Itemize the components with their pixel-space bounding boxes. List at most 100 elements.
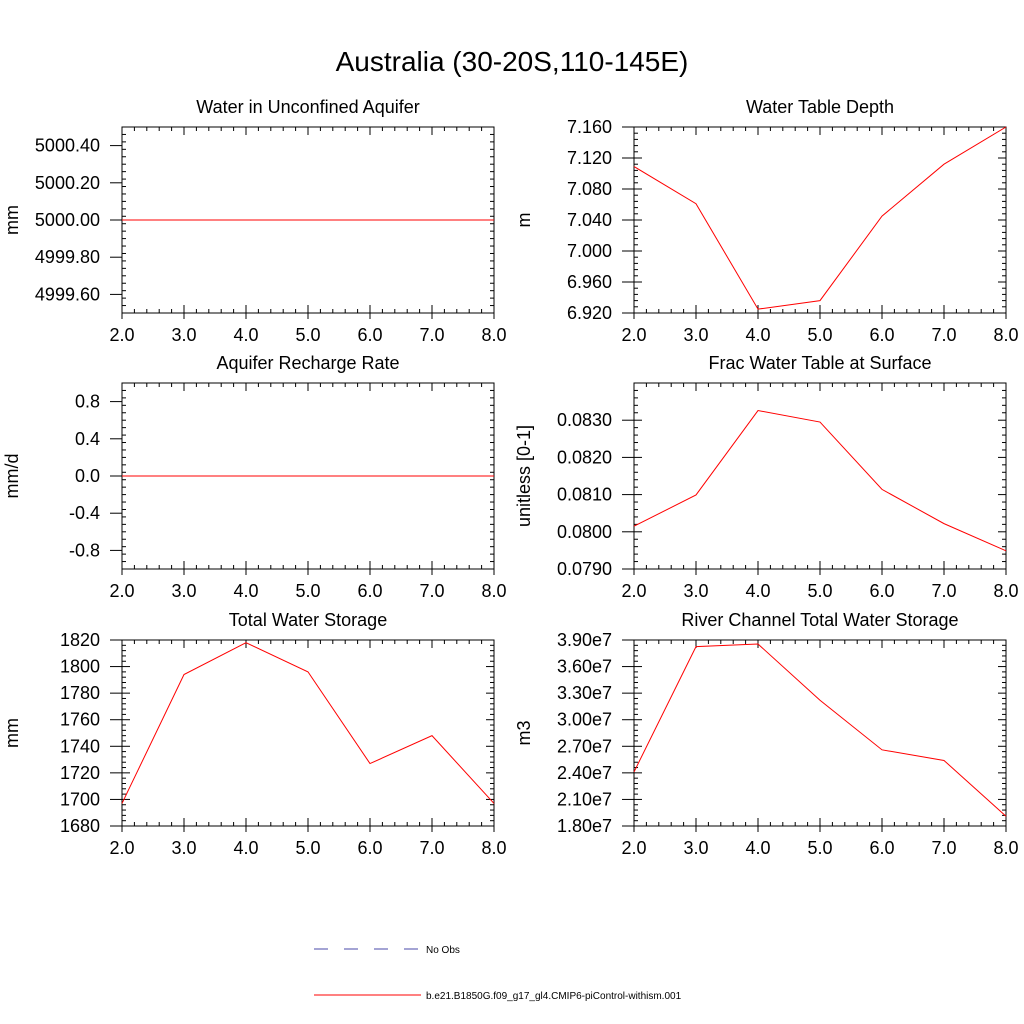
y-tick-label: 1.80e7: [557, 816, 612, 836]
plot-frame: [633, 639, 1007, 827]
y-tick-label: 0.0800: [557, 522, 612, 542]
x-tick-label: 6.0: [869, 838, 894, 858]
y-tick-label: 1820: [60, 630, 100, 650]
x-tick-label: 5.0: [295, 838, 320, 858]
y-tick-label: 4999.80: [35, 247, 100, 267]
x-tick-label: 6.0: [869, 581, 894, 601]
plot-frame: [633, 126, 1007, 314]
y-tick-label: 0.0: [75, 466, 100, 486]
panel-title: Frac Water Table at Surface: [708, 353, 931, 373]
y-tick-label: 7.120: [567, 148, 612, 168]
x-tick-label: 6.0: [357, 581, 382, 601]
x-tick-label: 4.0: [233, 581, 258, 601]
y-tick-label: 1740: [60, 736, 100, 756]
panel-6: River Channel Total Water Storage m3 2.0 3.…: [514, 610, 1019, 858]
panel-4: Frac Water Table at Surface unitless [0-1…: [514, 353, 1019, 601]
y-tick-label: 0.0810: [557, 485, 612, 505]
x-tick-label: 3.0: [171, 325, 196, 345]
x-tick-label: 4.0: [745, 581, 770, 601]
panel-title: River Channel Total Water Storage: [681, 610, 958, 630]
panel-title: Aquifer Recharge Rate: [216, 353, 399, 373]
y-axis-label: unitless [0-1]: [514, 425, 534, 527]
y-tick-label: 5000.20: [35, 173, 100, 193]
x-tick-label: 7.0: [419, 838, 444, 858]
y-tick-label: 3.60e7: [557, 657, 612, 677]
y-tick-label: 3.30e7: [557, 683, 612, 703]
x-tick-label: 8.0: [993, 325, 1018, 345]
x-tick-label: 2.0: [109, 838, 134, 858]
x-tick-label: 7.0: [931, 325, 956, 345]
legend: No Obs b.e21.B1850G.f09_g17_gl4.CMIP6-piC…: [314, 945, 682, 1002]
x-tick-label: 3.0: [683, 581, 708, 601]
x-tick-label: 3.0: [171, 838, 196, 858]
y-tick-label: 2.10e7: [557, 789, 612, 809]
y-tick-label: 5000.00: [35, 210, 100, 230]
x-tick-label: 7.0: [931, 581, 956, 601]
x-tick-label: 7.0: [931, 838, 956, 858]
panel-title: Water in Unconfined Aquifer: [196, 97, 419, 117]
series-line: [633, 643, 1007, 817]
x-tick-label: 2.0: [621, 581, 646, 601]
y-tick-label: -0.4: [69, 503, 100, 523]
x-tick-label: 2.0: [109, 325, 134, 345]
y-tick-label: 7.160: [567, 117, 612, 137]
y-tick-label: -0.8: [69, 540, 100, 560]
y-tick-label: 1720: [60, 763, 100, 783]
x-tick-label: 4.0: [745, 325, 770, 345]
y-tick-label: 4999.60: [35, 284, 100, 304]
panel-3: Aquifer Recharge Rate mm/d 2.0 3.0 4.0 5.0 6.0…: [2, 353, 507, 601]
x-tick-label: 5.0: [807, 581, 832, 601]
x-tick-label: 6.0: [357, 838, 382, 858]
y-tick-label: 1760: [60, 710, 100, 730]
x-tick-label: 2.0: [621, 325, 646, 345]
plot-frame: [121, 639, 495, 827]
y-tick-label: 1680: [60, 816, 100, 836]
figure-title: Australia (30-20S,110-145E): [335, 46, 689, 77]
x-tick-label: 7.0: [419, 325, 444, 345]
series-line: [633, 126, 1007, 310]
x-tick-label: 8.0: [481, 325, 506, 345]
panel-2: Water Table Depth m 2.0 3.0 4.0 5.0 6.0 7.0 8.0 6…: [514, 97, 1019, 345]
y-axis-label: m: [514, 213, 534, 228]
x-tick-label: 4.0: [745, 838, 770, 858]
x-tick-label: 4.0: [233, 838, 258, 858]
y-tick-label: 0.0820: [557, 447, 612, 467]
x-tick-label: 3.0: [171, 581, 196, 601]
y-tick-label: 3.90e7: [557, 630, 612, 650]
y-tick-label: 0.8: [75, 392, 100, 412]
panel-title: Total Water Storage: [229, 610, 387, 630]
y-axis-label: m3: [514, 720, 534, 745]
y-tick-label: 0.0790: [557, 559, 612, 579]
y-tick-label: 1700: [60, 789, 100, 809]
y-axis-label: mm/d: [2, 454, 22, 499]
plot-frame: [633, 382, 1007, 570]
series-line: [121, 642, 495, 804]
y-tick-label: 2.40e7: [557, 763, 612, 783]
y-tick-label: 7.000: [567, 241, 612, 261]
x-tick-label: 6.0: [869, 325, 894, 345]
x-tick-label: 3.0: [683, 838, 708, 858]
x-tick-label: 5.0: [807, 838, 832, 858]
y-tick-label: 1800: [60, 657, 100, 677]
panel-title: Water Table Depth: [746, 97, 894, 117]
y-tick-label: 6.960: [567, 272, 612, 292]
y-tick-label: 0.0830: [557, 410, 612, 430]
panel-5: Total Water Storage mm 2.0 3.0 4.0 5.0 6.0 7.0 8…: [2, 610, 507, 858]
y-tick-label: 1780: [60, 683, 100, 703]
x-tick-label: 8.0: [993, 581, 1018, 601]
x-tick-label: 6.0: [357, 325, 382, 345]
x-tick-label: 5.0: [295, 581, 320, 601]
x-tick-label: 5.0: [807, 325, 832, 345]
legend-label: b.e21.B1850G.f09_g17_gl4.CMIP6-piControl…: [426, 991, 682, 1002]
y-axis-label: mm: [2, 718, 22, 748]
y-tick-label: 3.00e7: [557, 710, 612, 730]
x-tick-label: 2.0: [621, 838, 646, 858]
series-line: [633, 409, 1007, 552]
y-tick-label: 0.4: [75, 429, 100, 449]
x-tick-label: 5.0: [295, 325, 320, 345]
x-tick-label: 8.0: [993, 838, 1018, 858]
x-tick-label: 8.0: [481, 581, 506, 601]
x-tick-label: 4.0: [233, 325, 258, 345]
